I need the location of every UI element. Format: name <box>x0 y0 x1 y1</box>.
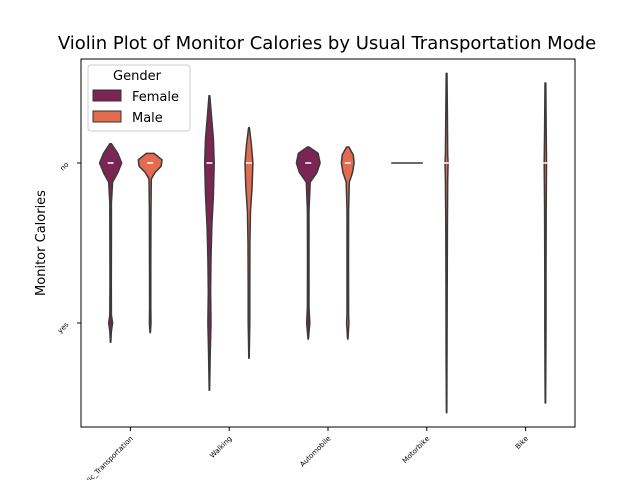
x-tick-label-public-transportation: Public_Transportation <box>76 435 135 480</box>
legend-swatch-male <box>92 110 122 123</box>
legend-label-female: Female <box>132 90 179 105</box>
legend-swatch-female <box>92 89 122 102</box>
violin-female-automobile <box>295 146 321 340</box>
x-tick-label-motorbike: Motorbike <box>401 435 431 465</box>
violin-female-public-transportation <box>98 143 123 343</box>
axis-ticks: Public_Transportation Walking Automobile Mo… <box>56 161 530 480</box>
x-tick-label-bike: Bike <box>514 435 530 451</box>
violin-male-walking <box>244 127 254 359</box>
y-tick-label-yes: yes <box>56 321 70 335</box>
violin-male-motorbike <box>444 72 449 414</box>
y-axis-label: Monitor Calories <box>34 190 49 296</box>
legend-title: Gender <box>113 69 162 84</box>
y-tick-label-no: no <box>59 161 71 173</box>
x-tick-label-automobile: Automobile <box>298 435 332 469</box>
chart-title: Violin Plot of Monitor Calories by Usual… <box>58 33 596 54</box>
x-tick-label-walking: Walking <box>208 435 233 460</box>
violin-female-walking <box>203 95 215 391</box>
violin-male-bike <box>543 82 548 404</box>
violin-male-public-transportation <box>137 152 163 334</box>
legend-label-male: Male <box>132 111 163 126</box>
violin-male-automobile <box>340 146 355 340</box>
violins-layer <box>98 72 549 414</box>
legend: Gender Female Male <box>87 64 191 132</box>
